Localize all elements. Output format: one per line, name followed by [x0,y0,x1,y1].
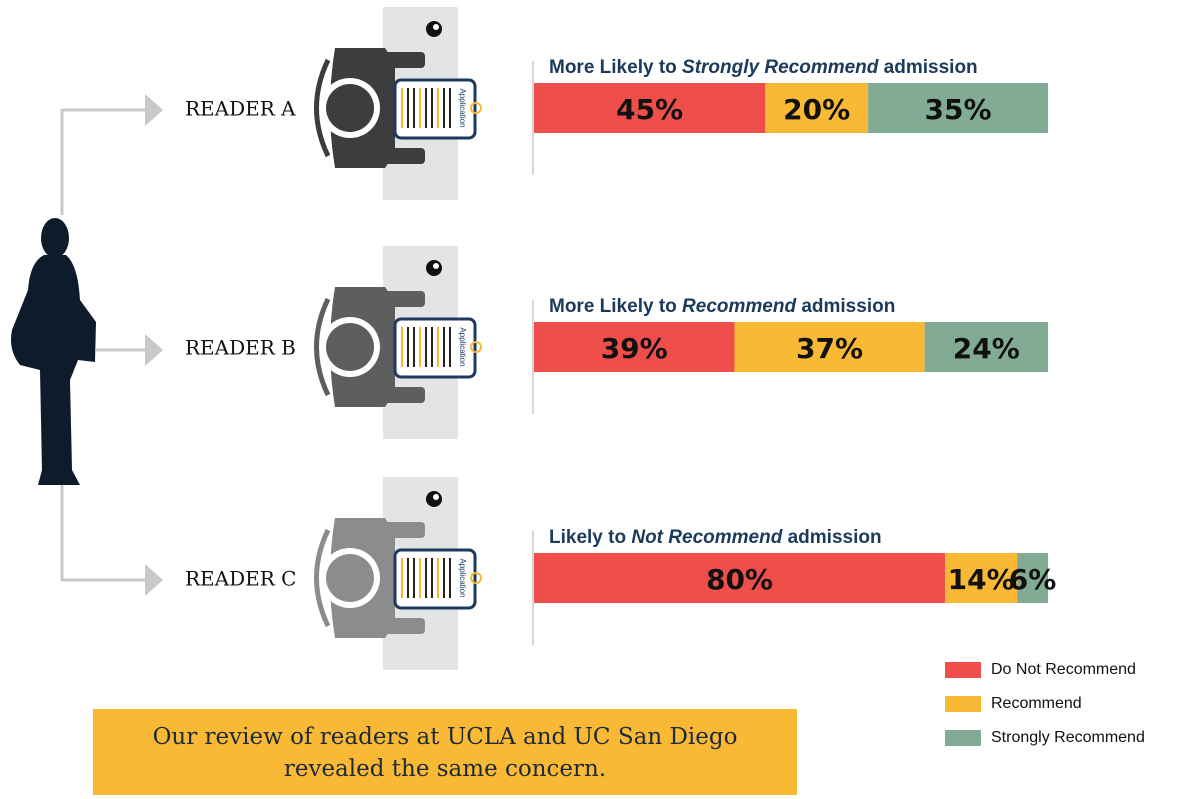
legend-swatch [945,696,981,712]
bar-title-part: More Likely to [549,57,682,78]
reader-icon: Application [314,246,482,439]
chair-arc [314,528,331,628]
reader-icon: Application [314,477,482,670]
head [326,323,374,371]
bar-title-part: admission [782,527,881,548]
head [326,84,374,132]
head [326,554,374,602]
value-label: 39% [601,332,668,365]
chair-arc [314,297,331,397]
legend-swatch [945,662,981,678]
note-line: revealed the same concern. [284,756,606,782]
bar-segment [868,83,1048,133]
reader-label: READER B [185,336,296,360]
bar-title: Likely to Not Recommend admission [549,527,882,548]
clip [470,102,482,114]
arm [380,148,425,164]
value-label: 20% [783,93,850,126]
arm [380,618,425,634]
value-label: 35% [925,93,992,126]
bar-title-part: Likely to [549,527,631,548]
chair-arc [314,58,331,158]
reader-icon: Application [314,7,482,200]
student-silhouette [11,218,96,485]
value-label: 37% [796,332,863,365]
reader-label: READER A [185,97,296,121]
clipboard-label: Application [458,558,467,597]
arm [380,522,425,538]
value-label: 14% [948,563,1015,596]
lamp-highlight [433,263,439,269]
value-label: 80% [706,563,773,596]
note-box [93,709,797,795]
clipboard-label: Application [458,88,467,127]
bar-title: More Likely to Strongly Recommend admiss… [549,57,978,78]
lamp-highlight [433,24,439,30]
clipboard-label: Application [458,327,467,366]
bar-segment [534,83,766,133]
legend-label: Strongly Recommend [991,729,1145,746]
bar-title: More Likely to Recommend admission [549,296,895,317]
bar-title-part: Recommend [682,296,796,317]
bar-title-part: More Likely to [549,296,682,317]
clip [470,341,482,353]
legend-label: Recommend [991,695,1082,712]
bar-segment [534,322,735,372]
reader-label: READER C [185,567,296,591]
bar-title-part: admission [796,296,895,317]
legend-label: Do Not Recommend [991,661,1136,678]
arrowheads [145,94,163,596]
bar-segment [765,83,869,133]
arm [380,387,425,403]
bar-segment [1017,553,1048,603]
note-line: Our review of readers at UCLA and UC San… [153,724,738,750]
connector-lines [60,108,150,582]
bar-title-part: admission [878,57,977,78]
clip [470,572,482,584]
value-label: 6% [1009,563,1057,596]
bar-segment [734,322,925,372]
bar-segment [534,553,946,603]
bar-segment [945,553,1018,603]
bar-title-part: Not Recommend [631,527,782,548]
arm [380,52,425,68]
bar-segment [924,322,1048,372]
lamp-highlight [433,494,439,500]
value-label: 24% [953,332,1020,365]
arm [380,291,425,307]
value-label: 45% [616,93,683,126]
bar-title-part: Strongly Recommend [682,57,879,78]
legend-swatch [945,730,981,746]
